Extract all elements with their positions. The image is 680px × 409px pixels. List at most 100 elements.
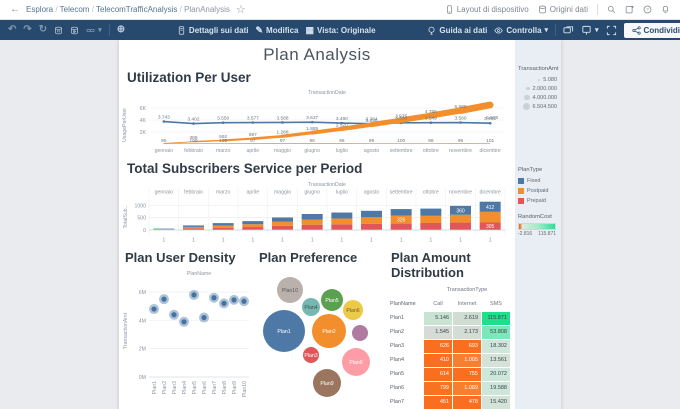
bar-segment[interactable] xyxy=(479,201,501,212)
bubble[interactable] xyxy=(342,347,370,376)
amount-line[interactable] xyxy=(251,134,284,140)
amount-line[interactable] xyxy=(163,141,194,144)
bar-segment[interactable] xyxy=(420,222,442,230)
bar-segment[interactable] xyxy=(183,228,204,230)
bubble-label[interactable]: Plan10 xyxy=(282,288,298,294)
line-point[interactable] xyxy=(459,121,462,124)
breadcrumb-project[interactable]: Telecom xyxy=(59,5,90,14)
alerts-menu[interactable]: ▾ xyxy=(581,25,599,36)
bar-segment[interactable] xyxy=(242,224,264,228)
table-cell[interactable]: 1.545 xyxy=(424,325,452,339)
view-original-button[interactable]: ▦ Vista: Originale xyxy=(305,25,376,35)
bar-segment[interactable] xyxy=(301,219,323,225)
bar-segment[interactable] xyxy=(450,205,471,215)
bar-segment[interactable] xyxy=(242,221,264,225)
table-cell[interactable]: 693 xyxy=(453,339,481,353)
amount-line[interactable] xyxy=(280,131,314,138)
bar-segment[interactable] xyxy=(301,214,323,220)
edit-button[interactable]: ✎ Modifica xyxy=(255,25,299,35)
scatter-point[interactable] xyxy=(211,295,217,301)
bubble[interactable] xyxy=(302,297,320,316)
bar-segment[interactable] xyxy=(212,223,234,226)
line-point[interactable] xyxy=(429,121,433,125)
table-cell[interactable]: 15.420 xyxy=(482,395,510,409)
table-cell[interactable]: 410 xyxy=(424,353,452,367)
scatter-point[interactable] xyxy=(171,312,177,318)
bar-segment[interactable] xyxy=(331,224,353,230)
bubble[interactable] xyxy=(343,299,363,320)
randomcost-gradient[interactable] xyxy=(518,223,556,230)
line-point[interactable] xyxy=(310,120,314,124)
bar-segment[interactable] xyxy=(479,222,501,230)
line-point[interactable] xyxy=(340,121,344,125)
amount-line[interactable] xyxy=(339,122,374,132)
table-cell[interactable]: 20.072 xyxy=(482,367,510,381)
explore-view-icon[interactable]: ⊕ xyxy=(116,24,126,35)
breadcrumb-workbook[interactable]: TelecomTrafficAnalysis xyxy=(96,5,178,14)
table-cell[interactable]: 626 xyxy=(424,339,452,353)
bubble-label[interactable]: Plan8 xyxy=(349,360,362,366)
amount-line[interactable] xyxy=(427,107,464,119)
line-point[interactable] xyxy=(192,122,195,125)
table-cell[interactable]: 5.146 xyxy=(424,311,452,325)
device-layout-button[interactable]: Layout di dispositivo xyxy=(445,5,529,14)
search-icon[interactable] xyxy=(607,5,616,14)
resume-data-icon[interactable] xyxy=(70,26,79,35)
table-cell[interactable]: 18.302 xyxy=(482,339,510,353)
data-guide-button[interactable]: Guida ai dati xyxy=(427,26,487,35)
data-details-button[interactable]: Dettagli sui dati xyxy=(177,26,248,35)
table-cell[interactable]: 755 xyxy=(453,367,481,381)
bar-segment[interactable] xyxy=(361,223,382,230)
table-cell[interactable]: 2.173 xyxy=(453,325,481,339)
data-sources-button[interactable]: Origini dati xyxy=(538,5,588,14)
bubble-label[interactable]: Plan2 xyxy=(322,329,335,335)
table-cell[interactable]: 2.619 xyxy=(453,311,481,325)
scatter-point[interactable] xyxy=(201,314,207,321)
bubble[interactable] xyxy=(303,346,319,363)
scatter-point[interactable] xyxy=(181,319,187,325)
scatter-point[interactable] xyxy=(151,306,157,312)
bar-segment[interactable] xyxy=(212,227,234,230)
notifications-bell-icon[interactable] xyxy=(661,5,670,14)
scatter-point[interactable] xyxy=(161,296,167,302)
bar-segment[interactable] xyxy=(361,210,382,218)
scatter-point[interactable] xyxy=(191,292,197,298)
table-cell[interactable]: 1.005 xyxy=(453,353,481,367)
bar-segment[interactable] xyxy=(272,225,293,230)
pause-data-icon[interactable] xyxy=(54,26,63,35)
bubble-label[interactable]: Plan6 xyxy=(346,308,359,314)
scatter-point[interactable] xyxy=(221,300,227,306)
bubble-label[interactable]: Plan3 xyxy=(304,353,317,359)
share-button[interactable]: Condividi xyxy=(623,22,680,38)
plantype-legend-item[interactable]: Fixed xyxy=(518,176,557,186)
bubble[interactable] xyxy=(312,313,346,348)
bar-segment[interactable] xyxy=(242,227,264,230)
line-point[interactable] xyxy=(162,120,166,123)
bar-segment[interactable] xyxy=(301,224,323,230)
watch-button[interactable]: Controlla ▾ xyxy=(494,26,548,35)
amount-line[interactable] xyxy=(457,101,494,114)
bar-segment[interactable] xyxy=(331,218,353,225)
scatter-point[interactable] xyxy=(241,298,247,304)
bar-segment[interactable] xyxy=(361,217,382,224)
notes-icon[interactable] xyxy=(625,5,634,14)
bar-segment[interactable] xyxy=(420,215,442,223)
bubble[interactable] xyxy=(277,276,303,303)
redo-icon[interactable]: ↷ xyxy=(23,24,32,35)
table-cell[interactable]: 614 xyxy=(424,367,452,381)
amount-line[interactable] xyxy=(398,112,434,123)
bubble-label[interactable]: Plan5 xyxy=(325,298,338,304)
bar-segment[interactable] xyxy=(420,208,442,216)
favorite-star-icon[interactable]: ☆ xyxy=(235,3,246,16)
bar-segment[interactable] xyxy=(212,225,234,228)
table-cell[interactable]: 53.808 xyxy=(482,325,510,339)
bar-segment[interactable] xyxy=(450,222,471,230)
table-cell[interactable]: 1.089 xyxy=(453,381,481,395)
bubble[interactable] xyxy=(313,368,341,397)
link-menu[interactable]: ▾ xyxy=(86,26,102,35)
line-point[interactable] xyxy=(221,121,225,124)
table-cell[interactable]: 478 xyxy=(453,395,481,409)
bubble-label[interactable]: Plan4 xyxy=(304,305,317,311)
line-col-header[interactable]: TransactionDate xyxy=(308,90,346,96)
bubble-label[interactable]: Plan9 xyxy=(320,381,333,387)
